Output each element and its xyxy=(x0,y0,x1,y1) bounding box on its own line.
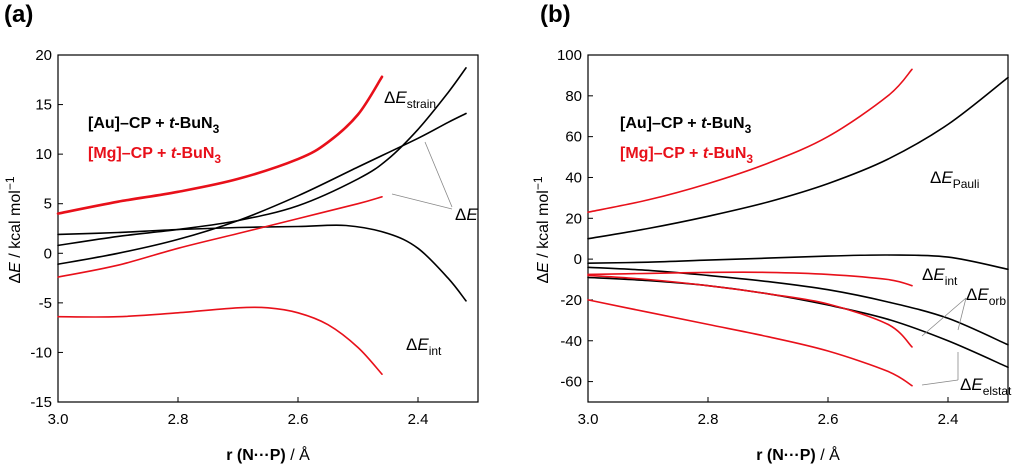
series-line xyxy=(57,224,467,302)
series-line xyxy=(57,67,467,247)
panel-b-label: (b) xyxy=(540,1,571,28)
series-line xyxy=(56,75,384,215)
x-tick-label: 2.8 xyxy=(168,411,189,428)
series-line xyxy=(57,306,383,375)
series-line xyxy=(57,112,467,265)
series-line xyxy=(587,299,913,387)
y-tick-label: 20 xyxy=(35,47,52,64)
y-tick-label: 10 xyxy=(35,146,52,163)
y-tick-label: 20 xyxy=(565,210,582,227)
y-tick-label: -20 xyxy=(560,292,582,309)
panel-b-leader-line xyxy=(921,297,967,337)
x-tick-label: 2.4 xyxy=(408,411,429,428)
panel-a-x-ticks: 3.0 2.8 2.6 2.4 xyxy=(48,397,429,428)
series-line xyxy=(587,271,913,287)
panel-a-legend-mg: [Mg]–CP + t-BuN3 xyxy=(88,145,221,166)
series-line xyxy=(587,254,1009,271)
panel-a-annotation-strain: ΔEstrain xyxy=(384,88,436,111)
series-line xyxy=(587,68,913,213)
y-tick-label: 15 xyxy=(35,97,52,114)
x-tick-label: 2.6 xyxy=(288,411,309,428)
panel-b-series xyxy=(587,68,1009,387)
y-tick-label: 100 xyxy=(557,47,582,64)
chart-panel-b: (b) -60 -40 -20 0 20 40 60 80 100 3.0 2.8 2.6 2.4 Δ… xyxy=(531,1,1012,464)
x-tick-label: 3.0 xyxy=(578,411,599,428)
panel-b-leader-line xyxy=(957,297,967,331)
panel-b-annotation-int: ΔEint xyxy=(922,265,958,288)
x-tick-label: 2.6 xyxy=(818,411,839,428)
series-line xyxy=(587,276,1009,369)
y-tick-label: -10 xyxy=(30,344,52,361)
panel-b-annotation-pauli: ΔEPauli xyxy=(930,168,979,191)
panel-b-legend-au: [Au]–CP + t-BuN3 xyxy=(620,115,752,136)
panel-a-legend-au: [Au]–CP + t-BuN3 xyxy=(88,115,220,136)
panel-a-frame xyxy=(57,54,479,403)
y-tick-label: 5 xyxy=(44,196,52,213)
panel-a-leader-line xyxy=(391,193,453,210)
y-tick-label: -40 xyxy=(560,333,582,350)
panel-b-annotation-orb: ΔEorb xyxy=(966,285,1006,308)
y-tick-label: 0 xyxy=(44,245,52,262)
x-tick-label: 2.8 xyxy=(698,411,719,428)
series-line xyxy=(57,196,383,278)
panel-b-frame xyxy=(587,54,1009,403)
panel-a-y-axis-label: ΔE / kcal mol−1 xyxy=(3,176,24,283)
y-tick-label: -15 xyxy=(30,394,52,411)
panel-a-leader-line xyxy=(424,141,453,208)
panel-a-annotation-int: ΔEint xyxy=(406,335,442,358)
series-line xyxy=(587,266,1009,346)
panel-a-series xyxy=(56,67,467,375)
x-tick-label: 3.0 xyxy=(48,411,69,428)
panel-b-x-ticks: 3.0 2.8 2.6 2.4 xyxy=(578,397,959,428)
y-tick-label: 40 xyxy=(565,169,582,186)
y-tick-label: -5 xyxy=(39,295,52,312)
series-line xyxy=(587,274,913,348)
panel-a-x-axis-label: r (N···P) / Å xyxy=(226,445,310,464)
panel-a-y-ticks: -15 -10 -5 0 5 10 15 20 xyxy=(30,47,63,411)
y-tick-label: 0 xyxy=(574,251,582,268)
series-line xyxy=(587,76,1009,240)
panel-a-annotation-total: ΔE xyxy=(455,205,478,224)
panel-b-y-axis-label: ΔE / kcal mol−1 xyxy=(531,176,552,283)
x-tick-label: 2.4 xyxy=(938,411,959,428)
y-tick-label: -60 xyxy=(560,374,582,391)
y-tick-label: 60 xyxy=(565,129,582,146)
chart-panel-a: (a) -15 -10 -5 0 5 10 15 20 3.0 2.8 2.6 2.4 ΔE / k… xyxy=(3,1,479,464)
panel-b-x-axis-label: r (N···P) / Å xyxy=(756,445,840,464)
y-tick-label: 80 xyxy=(565,88,582,105)
panel-b-annotation-elstat: ΔEelstat xyxy=(960,375,1012,398)
panel-b-leader-line xyxy=(921,379,959,386)
panel-b-legend-mg: [Mg]–CP + t-BuN3 xyxy=(620,145,753,166)
panel-a-label: (a) xyxy=(4,1,33,28)
panel-b-y-ticks: -60 -40 -20 0 20 40 60 80 100 xyxy=(557,47,593,391)
